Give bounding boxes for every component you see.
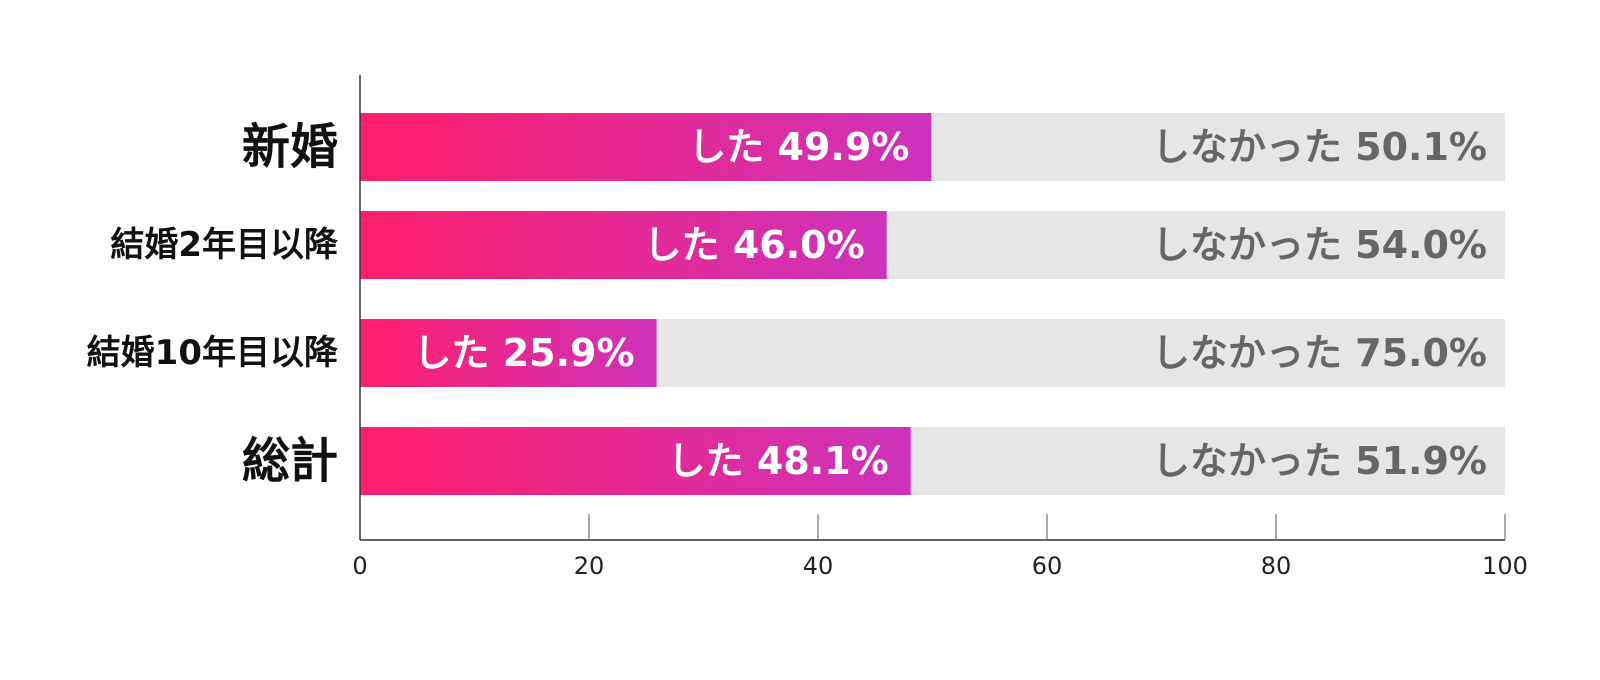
category-label-1: 結婚2年目以降 bbox=[110, 225, 339, 265]
category-label-2: 結婚10年目以降 bbox=[87, 333, 339, 373]
did-not-value-label-0: しなかった 50.1% bbox=[1152, 125, 1487, 169]
category-label-3: 総計 bbox=[242, 433, 338, 489]
x-tick-label-60: 60 bbox=[1032, 552, 1063, 580]
category-label-0: 新婚 bbox=[242, 119, 338, 175]
bar-did-0 bbox=[360, 113, 932, 181]
did-value-label-3: した 48.1% bbox=[668, 439, 889, 483]
labels-layer: 新婚 した 49.9% しなかった 50.1% 結婚2年目以降 した 46.0% しなかっ… bbox=[87, 119, 1487, 489]
bar-did-not-0 bbox=[931, 113, 1505, 181]
x-tick-label-80: 80 bbox=[1261, 552, 1292, 580]
x-tick-label-20: 20 bbox=[574, 552, 605, 580]
did-value-label-1: した 46.0% bbox=[644, 223, 865, 267]
x-tick-label-40: 40 bbox=[803, 552, 834, 580]
did-not-value-label-1: しなかった 54.0% bbox=[1152, 223, 1487, 267]
did-value-label-0: した 49.9% bbox=[688, 125, 909, 169]
bar-did-not-3 bbox=[910, 427, 1505, 495]
x-tick-label-0: 0 bbox=[352, 552, 367, 580]
did-not-value-label-3: しなかった 51.9% bbox=[1152, 439, 1487, 483]
bar-did-2 bbox=[360, 319, 657, 387]
did-value-label-2: した 25.9% bbox=[413, 331, 634, 375]
did-not-value-label-2: しなかった 75.0% bbox=[1152, 331, 1487, 375]
x-axis: 0 20 40 60 80 100 bbox=[352, 75, 1528, 580]
bar-did-3 bbox=[360, 427, 911, 495]
bar-did-not-2 bbox=[656, 319, 1505, 387]
bar-did-not-1 bbox=[886, 211, 1505, 279]
bars-layer bbox=[360, 113, 1505, 495]
bar-did-1 bbox=[360, 211, 887, 279]
x-tick-label-100: 100 bbox=[1482, 552, 1528, 580]
